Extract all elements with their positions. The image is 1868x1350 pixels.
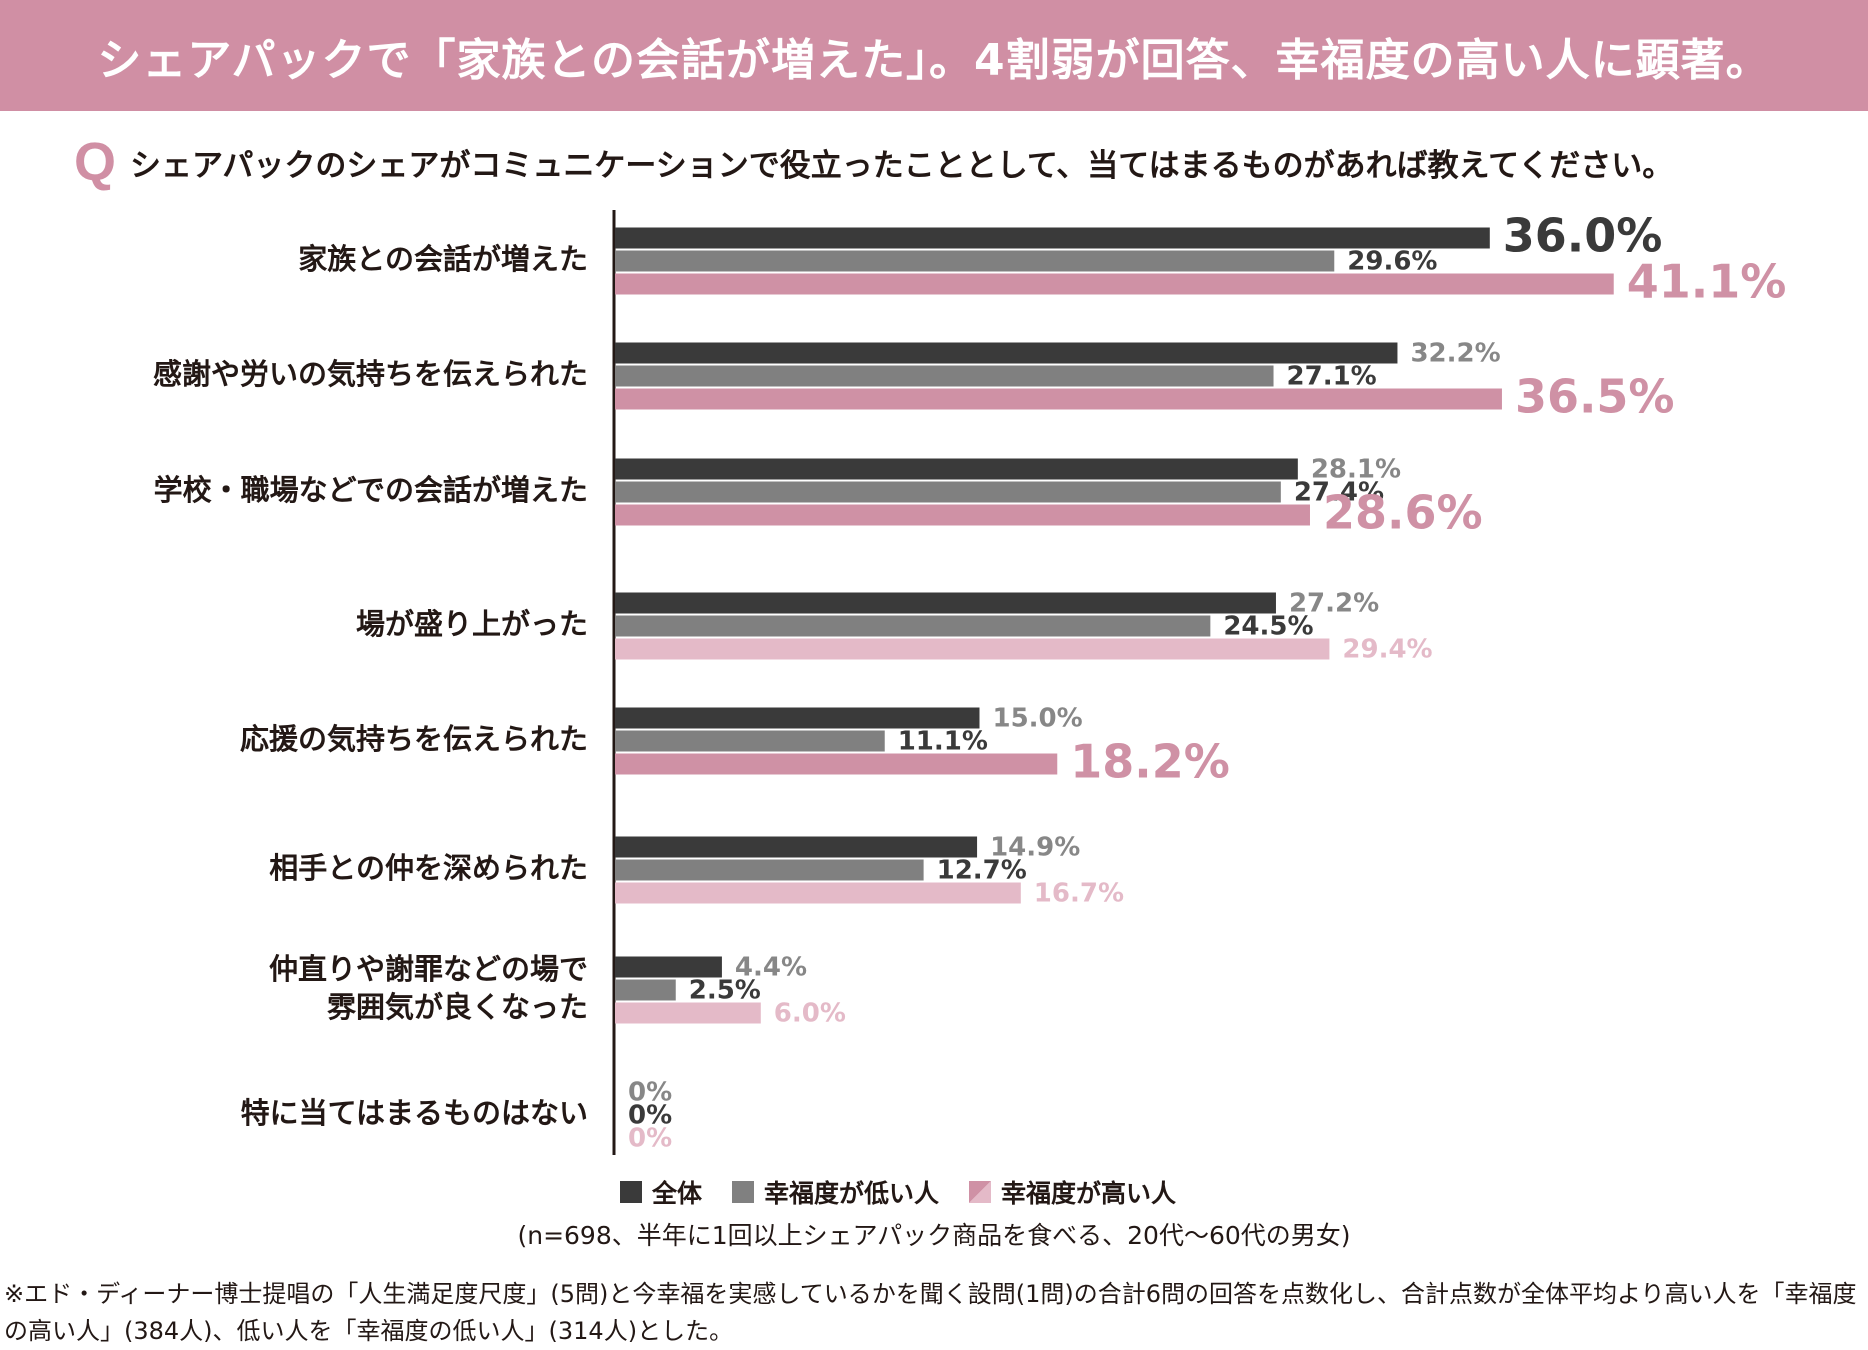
question: Q シェアパックのシェアがコミュニケーションで役立ったこととして、当てはまるもの… — [74, 132, 1674, 192]
question-mark: Q — [74, 132, 117, 192]
chart-legend: 全体 幸福度が低い人 幸福度が高い人 — [620, 1172, 1176, 1212]
bar-high — [615, 504, 1310, 526]
bar-high — [615, 638, 1330, 660]
value-label-low: 27.4% — [1294, 478, 1384, 508]
value-label-high: 0% — [628, 1124, 672, 1154]
value-label-all: 36.0% — [1503, 209, 1663, 263]
bar-high — [615, 1002, 761, 1024]
sample-note: (n=698、半年に1回以上シェアパック商品を食べる、20代～60代の男女) — [517, 1221, 1351, 1250]
legend-label-all: 全体 — [652, 1179, 703, 1208]
value-label-all: 14.9% — [990, 833, 1080, 863]
legend-item-high: 幸福度が高い人 — [969, 1174, 1176, 1210]
value-label-low: 12.7% — [937, 856, 1027, 886]
value-label-low: 24.5% — [1223, 612, 1313, 642]
bar-all — [615, 707, 980, 729]
bar-all — [615, 592, 1276, 614]
bar-all — [615, 458, 1298, 480]
page-title: シェアパックで「家族との会話が増えた」。4割弱が回答、幸福度の高い人に顕著。 — [97, 34, 1771, 86]
value-label-low: 11.1% — [898, 727, 988, 757]
value-label-high: 36.5% — [1515, 370, 1675, 424]
value-label-low: 0% — [628, 1101, 672, 1131]
value-label-all: 0% — [628, 1078, 672, 1108]
value-label-all: 32.2% — [1410, 339, 1500, 369]
legend-label-low: 幸福度が低い人 — [764, 1179, 940, 1208]
bar-low — [615, 615, 1211, 637]
category-label: 学校・職場などでの会話が増えた — [154, 473, 588, 507]
bar-low — [615, 859, 924, 881]
value-label-all: 4.4% — [735, 953, 807, 983]
bar-all — [615, 342, 1398, 364]
question-text: シェアパックのシェアがコミュニケーションで役立ったこととして、当てはまるものがあ… — [130, 147, 1674, 184]
category-label: 場が盛り上がった — [356, 607, 588, 641]
category-label: 特に当てはまるものはない — [241, 1096, 588, 1130]
bar-all — [615, 227, 1490, 249]
header-banner: シェアパックで「家族との会話が増えた」。4割弱が回答、幸福度の高い人に顕著。 — [0, 0, 1868, 111]
bar-low — [615, 979, 676, 1001]
bar-high — [615, 273, 1614, 295]
legend-item-all: 全体 — [620, 1174, 702, 1210]
value-label-high: 6.0% — [774, 999, 846, 1029]
value-label-low: 27.1% — [1287, 362, 1377, 392]
value-label-high: 16.7% — [1034, 879, 1124, 909]
category-label: 応援の気持ちを伝えられた — [240, 722, 588, 756]
bar-low — [615, 250, 1335, 272]
value-label-high: 29.4% — [1342, 635, 1432, 665]
legend-item-low: 幸福度が低い人 — [732, 1174, 939, 1210]
bar-high — [615, 882, 1021, 904]
bar-low — [615, 730, 885, 752]
footnote: ※エド・ディーナー博士提唱の「人生満足度尺度」(5問)と今幸福を実感しているかを… — [4, 1280, 1857, 1345]
value-label-high: 41.1% — [1627, 255, 1787, 309]
value-label-all: 27.2% — [1289, 589, 1379, 619]
bar-all — [615, 836, 978, 858]
category-label: 仲直りや謝罪などの場で雰囲気が良くなった — [269, 952, 588, 1024]
category-label: 相手との仲を深められた — [269, 851, 588, 885]
value-label-low: 2.5% — [689, 976, 761, 1006]
bar-low — [615, 481, 1281, 503]
value-label-all: 15.0% — [993, 704, 1083, 734]
bar-chart: 家族との会話が増えた 36.0% 29.6% 41.1% 感謝や労いの気持ちを伝えられた… — [153, 209, 1787, 1155]
value-label-all: 28.1% — [1311, 455, 1401, 485]
legend-swatch-all — [620, 1181, 642, 1203]
value-label-high: 18.2% — [1070, 735, 1230, 789]
value-label-low: 29.6% — [1347, 247, 1437, 277]
value-label-high: 28.6% — [1323, 486, 1483, 540]
bar-low — [615, 365, 1274, 387]
bar-high — [615, 388, 1502, 410]
legend-swatch-low — [732, 1181, 755, 1203]
legend-swatch-high — [969, 1181, 992, 1203]
legend-label-high: 幸福度が高い人 — [1001, 1179, 1177, 1208]
category-label: 感謝や労いの気持ちを伝えられた — [153, 357, 588, 391]
bar-all — [615, 956, 722, 978]
bar-high — [615, 753, 1058, 775]
category-label: 家族との会話が増えた — [298, 242, 588, 276]
